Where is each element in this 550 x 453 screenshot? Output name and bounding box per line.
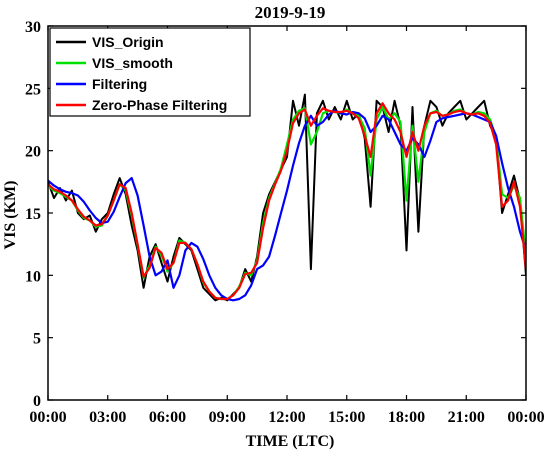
x-tick-label: 18:00 xyxy=(388,409,425,426)
x-tick-label: 06:00 xyxy=(149,409,186,426)
axes: 00:00 03:00 06:00 09:00 12:00 15:00 18:00 21:00… xyxy=(25,19,545,426)
y-tick-label: 5 xyxy=(33,331,41,348)
x-tick-label: 09:00 xyxy=(209,409,246,426)
legend-label: VIS_Origin xyxy=(92,34,164,50)
x-tick-label: 00:00 xyxy=(29,409,66,426)
legend: VIS_Origin VIS_smooth Filtering Zero-Phase … xyxy=(49,27,251,117)
x-tick-label: 12:00 xyxy=(268,409,305,426)
x-tick-label: 00:00 xyxy=(507,409,544,426)
chart-title: 2019-9-19 xyxy=(255,3,326,22)
x-tick-label: 15:00 xyxy=(328,409,365,426)
x-axis-label: TIME (LTC) xyxy=(246,433,335,450)
y-tick-label: 15 xyxy=(25,206,41,223)
y-axis-label: VIS (KM) xyxy=(2,181,19,250)
x-tick-label: 03:00 xyxy=(89,409,126,426)
legend-label: VIS_smooth xyxy=(92,55,173,71)
y-tick-label: 20 xyxy=(25,144,41,161)
plot-area xyxy=(48,93,526,302)
series-line-zero-phase-filtering xyxy=(48,102,526,301)
series-line-vis-smooth xyxy=(48,105,526,301)
x-tick-label: 21:00 xyxy=(448,409,485,426)
y-tick-label: 0 xyxy=(33,393,41,410)
legend-label: Filtering xyxy=(92,76,147,92)
y-tick-label: 10 xyxy=(25,268,41,285)
y-tick-label: 30 xyxy=(25,19,41,36)
y-tick-label: 25 xyxy=(25,81,41,98)
series-line-filtering xyxy=(48,109,526,302)
legend-label: Zero-Phase Filtering xyxy=(92,97,227,113)
